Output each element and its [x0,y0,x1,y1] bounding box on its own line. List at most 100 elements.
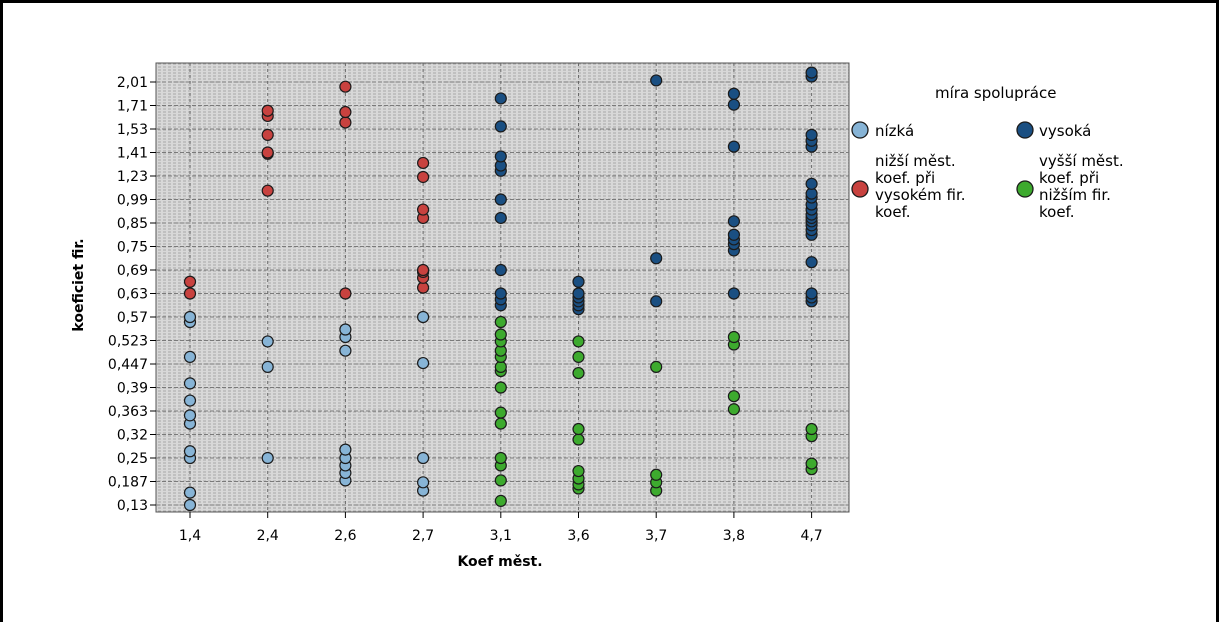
data-point [727,87,741,100]
data-point [727,228,741,241]
data-point [417,451,430,465]
legend-marker [1016,180,1034,198]
data-point [183,310,197,324]
data-point [339,323,352,336]
data-point [572,275,585,288]
data-point [650,468,663,481]
data-point [572,350,585,363]
y-tick-label: 0,63 [117,287,148,303]
data-point [494,92,507,105]
data-point [572,464,585,478]
data-point [650,252,663,265]
y-tick-label: 0,85 [117,216,148,232]
y-axis-title: koeficiet fir. [71,238,87,331]
data-point [417,170,430,184]
x-tick-label: 3,8 [723,528,745,544]
legend: nízká vysoká nižší měst. koef. při vysokém f… [851,121,1124,221]
data-point [805,177,818,190]
data-point [261,128,274,141]
data-point [805,256,818,269]
data-point [183,377,197,390]
data-point [805,128,818,141]
legend-marker [851,121,869,139]
data-point [650,74,663,87]
data-point [650,360,663,373]
x-tick-label: 2,4 [257,528,279,544]
scatter-chart: 0,13 0,187 0,25 0,32 0,363 0,39 0,447 0,523 0,57… [71,62,1124,570]
x-tick-label: 3,6 [567,528,589,544]
data-point [572,433,585,446]
data-point [494,360,507,373]
y-axis-ticks: 0,13 0,187 0,25 0,32 0,363 0,39 0,447 0,523 0,57… [108,75,156,514]
data-point [339,443,352,456]
data-point [183,275,197,288]
y-tick-label: 1,41 [117,146,148,162]
data-point [183,445,197,458]
x-tick-label: 4,7 [800,528,822,544]
data-point [183,394,197,407]
data-point [494,417,507,430]
y-tick-label: 0,187 [108,475,148,491]
y-tick-label: 0,363 [108,404,148,420]
data-point [339,344,352,357]
data-point [494,328,507,341]
data-point [339,105,352,119]
y-tick-label: 0,69 [117,263,148,279]
y-tick-label: 0,13 [117,498,148,514]
data-point [261,335,274,348]
data-point [494,474,507,487]
legend-marker [851,180,869,198]
y-tick-label: 0,447 [108,357,148,373]
y-tick-label: 1,23 [117,169,148,185]
legend-entry-label: vysoká [1039,122,1091,140]
data-point [727,215,741,228]
data-point [261,104,274,117]
y-tick-label: 0,75 [117,240,148,256]
y-tick-label: 0,57 [117,310,148,326]
data-point [727,140,741,153]
data-point [339,80,352,93]
data-point [494,150,507,163]
x-tick-label: 2,6 [334,528,356,544]
data-point [183,350,197,363]
data-point [261,146,274,159]
data-point [183,287,197,300]
x-tick-label: 1,4 [179,528,201,544]
data-point [494,494,507,507]
y-tick-label: 1,53 [117,122,148,138]
data-point [494,120,507,133]
data-point [805,457,818,470]
y-tick-label: 0,25 [117,451,148,467]
x-tick-label: 3,7 [645,528,667,544]
data-point [417,310,430,324]
data-point [417,476,430,489]
data-point [494,193,507,206]
data-points [183,66,818,512]
data-point [572,366,585,380]
data-point [183,409,197,422]
data-point [417,263,430,277]
legend-title: míra spolupráce [935,84,1056,102]
data-point [261,451,274,465]
y-tick-label: 2,01 [117,75,148,91]
data-point [417,356,430,370]
legend-entry-label: vyšší měst. koef. při nižším fir. koef. [1039,152,1124,221]
data-point [417,156,430,170]
data-point [494,315,507,329]
data-point [727,330,741,344]
y-tick-label: 0,523 [108,334,148,350]
y-tick-label: 1,71 [117,99,148,115]
data-point [727,390,741,403]
data-point [572,335,585,348]
data-point [805,422,818,436]
data-point [494,287,507,300]
data-point [572,422,585,436]
y-tick-label: 0,99 [117,193,148,209]
data-point [727,403,741,416]
data-point [339,287,352,300]
x-axis-title: Koef měst. [457,554,542,570]
x-tick-label: 2,7 [412,528,434,544]
data-point [183,498,197,512]
data-point [417,203,430,216]
